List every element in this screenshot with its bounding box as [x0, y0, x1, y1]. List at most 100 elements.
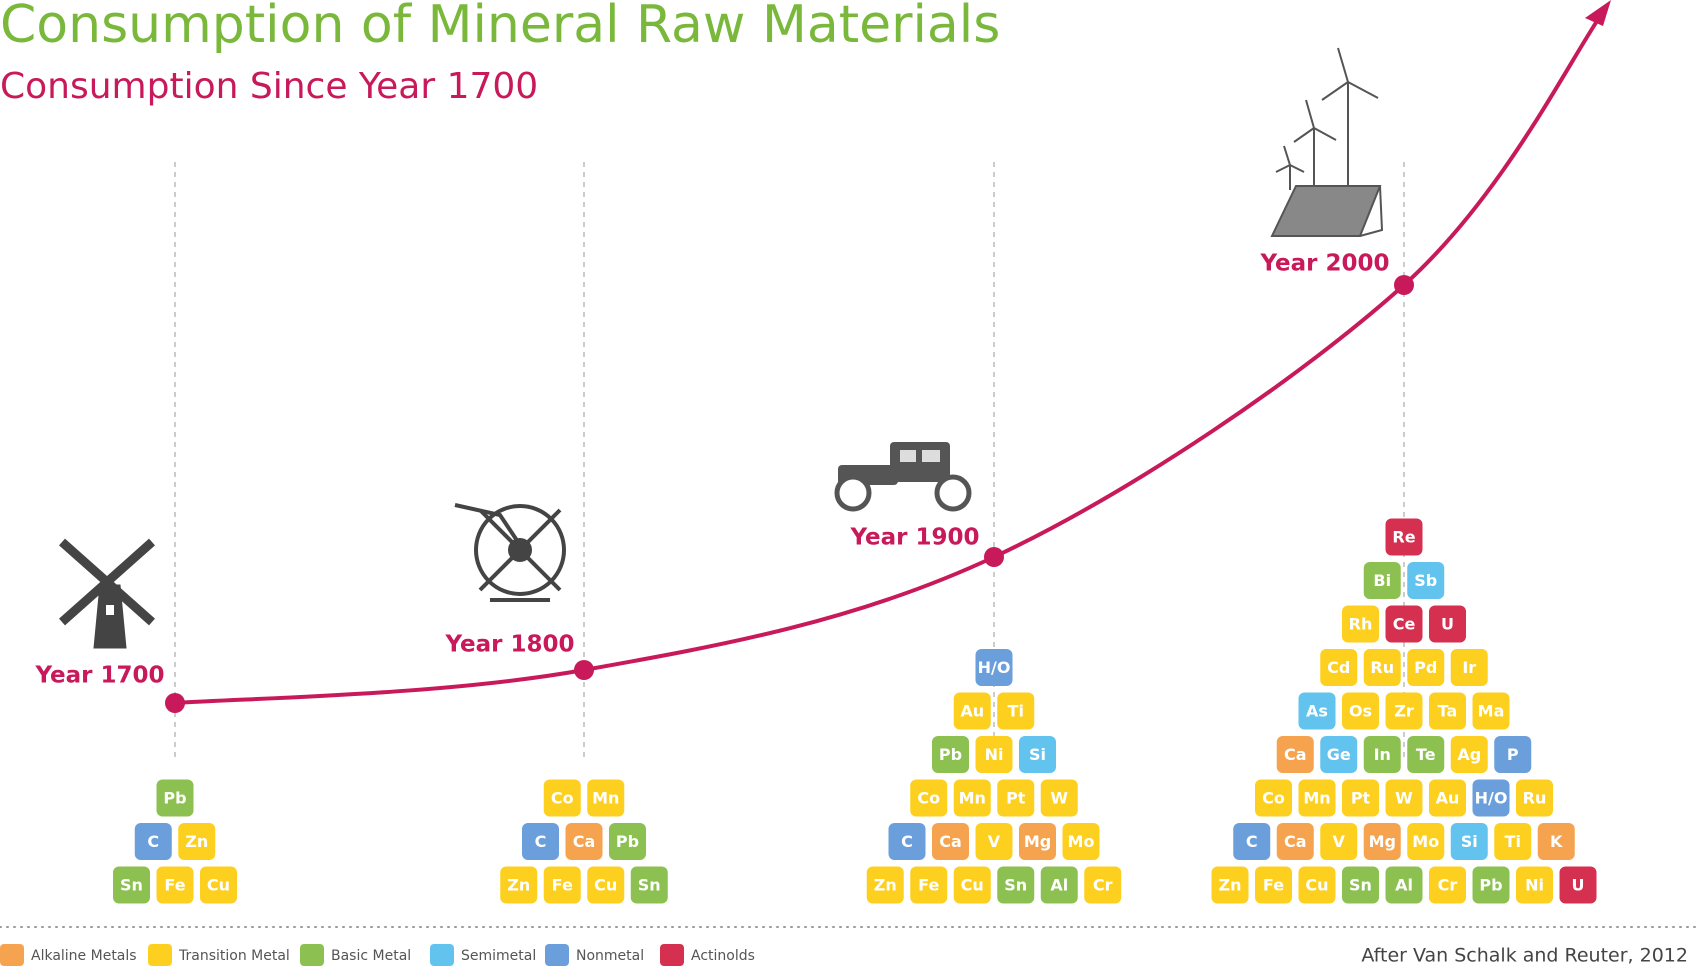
element-symbol: Mg	[1024, 832, 1051, 851]
element-symbol: Fe	[164, 876, 185, 895]
source: After Van Schalk and Reuter, 2012	[1361, 945, 1688, 967]
windmill-icon	[62, 542, 152, 648]
element-symbol: Mn	[592, 789, 619, 808]
element-symbol: C	[901, 832, 913, 851]
element-symbol: Co	[551, 789, 574, 808]
element-symbol: Co	[917, 789, 940, 808]
element-symbol: Pb	[939, 745, 962, 764]
car-icon	[837, 442, 969, 509]
legend-label: Actinolds	[691, 948, 755, 964]
element-symbol: Cu	[961, 876, 984, 895]
era-label: Year 2000	[1259, 251, 1389, 277]
era-label: Year 1700	[34, 663, 164, 689]
element-symbol: Zn	[185, 832, 208, 851]
element-symbol: W	[1395, 789, 1413, 808]
element-symbol: Zn	[1219, 876, 1242, 895]
element-symbol: Ru	[1523, 789, 1547, 808]
element-symbol: Fe	[918, 876, 939, 895]
element-symbol: Ru	[1370, 658, 1394, 677]
element-symbol: Os	[1349, 702, 1372, 721]
element-symbol: C	[535, 832, 547, 851]
element-symbol: Ti	[1505, 832, 1521, 851]
element-symbol: Pb	[163, 789, 186, 808]
element-symbol: C	[147, 832, 159, 851]
element-symbol: H/O	[978, 658, 1011, 677]
element-symbol: Pb	[1479, 876, 1502, 895]
element-symbol: Ca	[1284, 745, 1307, 764]
element-symbol: V	[1333, 832, 1346, 851]
legend-label: Semimetal	[461, 948, 536, 964]
legend-swatch	[545, 944, 569, 966]
legend-label: Alkaline Metals	[31, 948, 137, 964]
infographic: Consumption of Mineral Raw Materials Con…	[0, 0, 1697, 969]
legend-swatch	[430, 944, 454, 966]
element-symbol: Ag	[1457, 745, 1481, 764]
element-symbol: Cr	[1438, 876, 1458, 895]
element-symbol: Ti	[1008, 702, 1024, 721]
legend-label: Transition Metal	[178, 948, 290, 964]
legend-swatch	[300, 944, 324, 966]
element-symbol: Mo	[1412, 832, 1439, 851]
element-symbol: Rh	[1349, 615, 1373, 634]
element-symbol: Mn	[959, 789, 986, 808]
legend-swatch	[148, 944, 172, 966]
element-symbol: Sn	[638, 876, 661, 895]
element-symbol: U	[1441, 615, 1454, 634]
era-dot	[574, 660, 594, 680]
element-symbol: Si	[1461, 832, 1478, 851]
element-symbol: Au	[1436, 789, 1460, 808]
element-symbol: Cr	[1093, 876, 1113, 895]
element-symbol: Ca	[573, 832, 596, 851]
element-symbol: As	[1306, 702, 1328, 721]
element-symbol: Ca	[1284, 832, 1307, 851]
element-symbol: Te	[1416, 745, 1436, 764]
element-symbol: Ce	[1393, 615, 1416, 634]
era-label: Year 1800	[444, 632, 574, 658]
element-symbol: Al	[1395, 876, 1413, 895]
element-symbol: Pt	[1006, 789, 1026, 808]
element-symbol: Bi	[1373, 571, 1391, 590]
element-symbol: Ni	[1525, 876, 1544, 895]
element-symbol: Fe	[552, 876, 573, 895]
legend-swatch	[660, 944, 684, 966]
element-symbol: Mg	[1369, 832, 1396, 851]
element-symbol: Zn	[507, 876, 530, 895]
title: Consumption of Mineral Raw Materials	[0, 0, 1000, 55]
element-symbol: Cu	[207, 876, 230, 895]
element-symbol: Co	[1262, 789, 1285, 808]
press-icon	[455, 505, 564, 600]
element-symbol: Zr	[1394, 702, 1414, 721]
energy-icon	[1272, 48, 1382, 236]
era-dot	[984, 547, 1004, 567]
element-symbol: H/O	[1475, 789, 1508, 808]
element-symbol: K	[1550, 832, 1563, 851]
element-symbol: In	[1374, 745, 1391, 764]
element-symbol: V	[988, 832, 1001, 851]
element-symbol: Sn	[1349, 876, 1372, 895]
element-symbol: Al	[1050, 876, 1068, 895]
era-dot	[1394, 275, 1414, 295]
element-symbol: Pb	[616, 832, 639, 851]
legend-swatch	[0, 944, 24, 966]
era-label: Year 1900	[849, 525, 979, 551]
element-symbol: Sb	[1414, 571, 1437, 590]
element-symbol: Sn	[120, 876, 143, 895]
legend-label: Nonmetal	[576, 948, 644, 964]
element-symbol: P	[1507, 745, 1519, 764]
element-symbol: Si	[1029, 745, 1046, 764]
element-symbol: Ta	[1438, 702, 1458, 721]
element-symbol: Pt	[1351, 789, 1371, 808]
element-symbol: Ma	[1478, 702, 1505, 721]
arrow-head	[1585, 0, 1611, 26]
element-symbol: Cu	[594, 876, 617, 895]
element-symbol: W	[1050, 789, 1068, 808]
element-symbol: Sn	[1004, 876, 1027, 895]
element-symbol: Zn	[874, 876, 897, 895]
element-symbol: Fe	[1263, 876, 1284, 895]
element-symbol: Mo	[1068, 832, 1095, 851]
element-symbol: Re	[1392, 528, 1415, 547]
guides	[175, 162, 1404, 760]
legend-label: Basic Metal	[331, 948, 411, 964]
subtitle: Consumption Since Year 1700	[0, 66, 538, 107]
era-dot	[165, 693, 185, 713]
